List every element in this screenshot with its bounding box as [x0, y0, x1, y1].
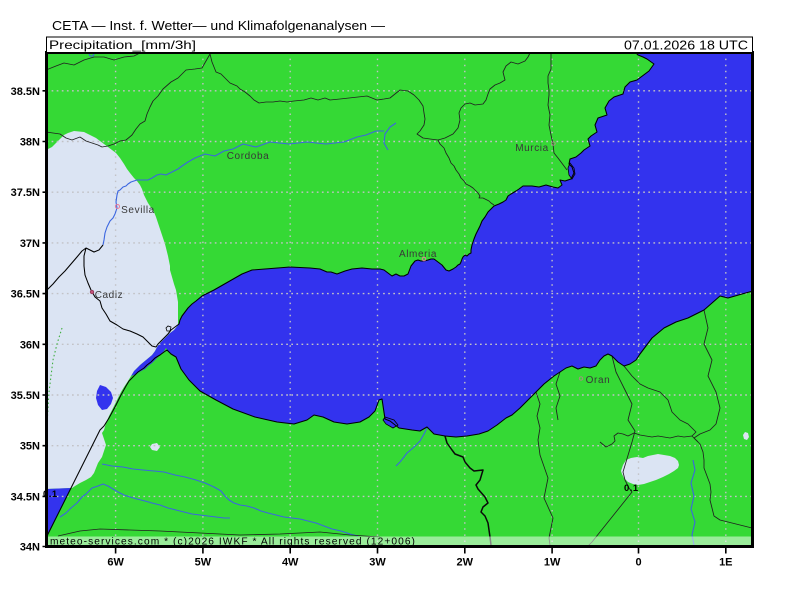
- svg-text:34.5N: 34.5N: [11, 491, 40, 503]
- svg-text:38N: 38N: [20, 137, 40, 149]
- svg-text:1W: 1W: [544, 557, 561, 569]
- svg-text:38.5N: 38.5N: [11, 86, 40, 98]
- svg-text:Almeria: Almeria: [399, 249, 437, 260]
- svg-text:0.1: 0.1: [624, 483, 639, 494]
- svg-text:Murcia: Murcia: [515, 143, 549, 154]
- svg-text:0.1: 0.1: [43, 489, 58, 500]
- svg-text:34N: 34N: [20, 542, 40, 554]
- svg-text:Cadiz: Cadiz: [95, 290, 124, 301]
- svg-text:meteo-services.com * (c)2026 I: meteo-services.com * (c)2026 IWKF * All …: [50, 536, 416, 548]
- svg-text:5W: 5W: [195, 557, 212, 569]
- svg-text:Cordoba: Cordoba: [227, 151, 270, 162]
- svg-text:0: 0: [635, 557, 641, 569]
- svg-text:3W: 3W: [369, 557, 386, 569]
- svg-text:37N: 37N: [20, 238, 40, 250]
- svg-text:6W: 6W: [107, 557, 124, 569]
- svg-text:CETA — Inst. f. Wetter— und Kl: CETA — Inst. f. Wetter— und Klimafolgena…: [52, 19, 386, 33]
- svg-text:Precipitation_[mm/3h]: Precipitation_[mm/3h]: [49, 38, 196, 52]
- svg-text:35N: 35N: [20, 441, 40, 453]
- svg-text:37.5N: 37.5N: [11, 187, 40, 199]
- svg-text:Sevilla: Sevilla: [121, 205, 155, 216]
- svg-text:36N: 36N: [20, 339, 40, 351]
- svg-text:4W: 4W: [282, 557, 299, 569]
- svg-text:36.5N: 36.5N: [11, 289, 40, 301]
- svg-text:1E: 1E: [719, 557, 732, 569]
- svg-text:35.5N: 35.5N: [11, 390, 40, 402]
- svg-text:Oran: Oran: [586, 375, 611, 386]
- svg-text:2W: 2W: [457, 557, 474, 569]
- svg-text:07.01.2026 18 UTC: 07.01.2026 18 UTC: [624, 39, 748, 53]
